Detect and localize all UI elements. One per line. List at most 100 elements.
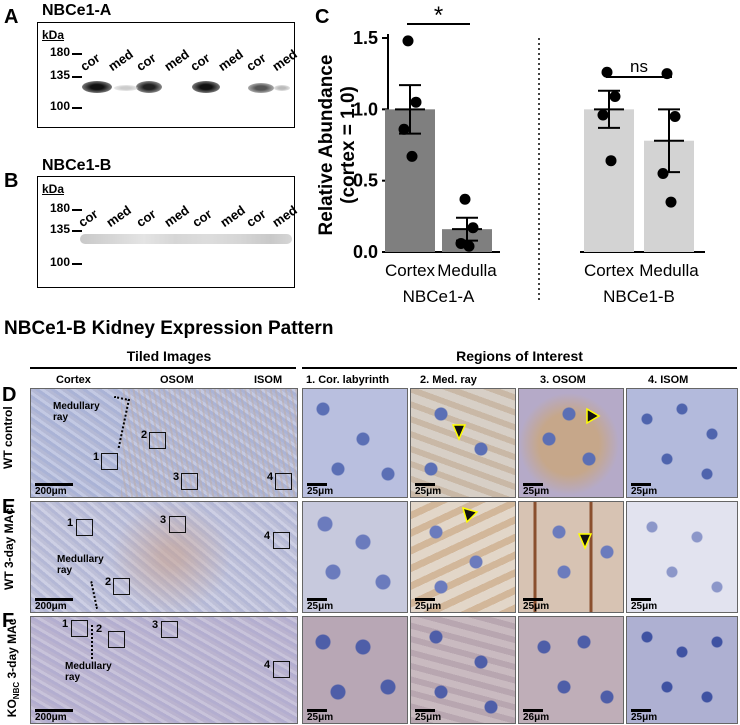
medullary-ray-label: Medullary ray	[53, 401, 100, 423]
subheader-roi-2: 2. Med. ray	[420, 374, 477, 386]
roi-number: 4	[264, 530, 271, 542]
roi-number: 4	[264, 659, 271, 671]
kda-label-b: kDa	[42, 182, 65, 196]
y-tick-label: 0.5	[353, 171, 378, 191]
scale-label: 200μm	[35, 486, 67, 497]
arrowhead-icon	[451, 424, 467, 441]
roi-image-f3: 26μm	[518, 616, 624, 724]
data-point	[597, 109, 609, 121]
lane-label: med	[105, 46, 136, 74]
kda-label-a: kDa	[42, 28, 65, 42]
data-point	[406, 150, 418, 162]
roi-number: 4	[267, 471, 274, 483]
arrowhead-icon	[577, 533, 593, 550]
marker-100-a: 100	[49, 99, 70, 113]
row-label-d: WT control	[1, 406, 15, 469]
scale-label: 25μm	[631, 601, 658, 612]
data-point	[657, 168, 669, 180]
y-tick-label: 1.5	[353, 28, 378, 48]
roi-image-e3: 25μm	[518, 501, 624, 613]
scale-label: 26μm	[523, 712, 550, 723]
data-point	[398, 123, 410, 135]
tile-image-f: 1 2 3 4 Medullary ray 200μm	[30, 616, 298, 724]
scale-label: 25μm	[415, 486, 442, 497]
significance-label: ns	[630, 57, 648, 76]
data-point	[410, 96, 422, 108]
subheader-isom: ISOM	[254, 374, 283, 386]
y-tick-label: 1.0	[353, 99, 378, 119]
x-tick-label: Cortex	[584, 261, 635, 280]
scale-label: 25μm	[631, 486, 658, 497]
roi-number: 2	[105, 576, 112, 588]
roi-image-f1: 25μm	[302, 616, 408, 724]
marker-135-a: 135	[49, 68, 70, 82]
roi-box	[149, 432, 166, 449]
scale-label: 25μm	[307, 601, 334, 612]
data-point	[467, 222, 479, 234]
roi-box	[113, 578, 130, 595]
bar	[584, 109, 634, 252]
marker-180-b: 180	[49, 201, 70, 215]
row-letter-f: F	[2, 610, 15, 632]
roi-box	[169, 516, 186, 533]
roi-image-e4: 25μm	[626, 501, 738, 613]
panel-b-title: NBCe1-B	[42, 157, 112, 174]
blot-band	[136, 81, 162, 93]
x-tick-label: Cortex	[385, 261, 436, 280]
lane-label: cor	[243, 206, 269, 230]
roi-box	[161, 621, 178, 638]
tile-image-e: 1 3 4 Medullary ray 2 200μm	[30, 501, 298, 613]
scale-label: 25μm	[523, 601, 550, 612]
row-label-e: WT 3-day MAc	[2, 507, 16, 590]
data-point	[609, 90, 621, 102]
blot-band	[114, 85, 138, 91]
data-point	[459, 193, 471, 205]
row-letter-e: E	[2, 496, 16, 518]
tile-image-d: Medullary ray 2 1 3 4 200μm	[30, 388, 298, 498]
roi-image-d1: 25μm	[302, 388, 408, 498]
roi-image-d3: 25μm	[518, 388, 624, 498]
header-regions-of-interest: Regions of Interest	[456, 348, 583, 364]
subheader-roi-4: 4. ISOM	[648, 374, 689, 386]
roi-image-e2: 25μm	[410, 501, 516, 613]
blot-a: kDa 180 135 100 cor med cor med cor med …	[37, 22, 300, 128]
arrowhead-icon	[586, 407, 601, 425]
lane-label: med	[215, 46, 246, 74]
blot-band	[82, 81, 112, 93]
scale-label: 25μm	[307, 712, 334, 723]
roi-box	[76, 519, 93, 536]
y-axis-label: (cortex = 1.0)	[338, 86, 359, 204]
roi-number: 3	[160, 514, 167, 526]
marker-135-b: 135	[49, 222, 70, 236]
roi-image-f2: 25μm	[410, 616, 516, 724]
roi-box	[71, 620, 88, 637]
roi-box	[275, 473, 292, 490]
roi-image-e1: 25μm	[302, 501, 408, 613]
data-point	[665, 196, 677, 208]
lane-label: cor	[189, 206, 215, 230]
blot-band	[80, 234, 292, 244]
data-point	[669, 110, 681, 122]
scale-label: 200μm	[35, 601, 67, 612]
roi-box	[101, 453, 118, 470]
y-tick-label: 0.0	[353, 242, 378, 262]
lane-label: cor	[243, 50, 269, 74]
data-point	[463, 240, 475, 252]
relative-abundance-chart: 0.0 0.5 1.0 1.5 Relative Abundance (cortex = …	[316, 2, 705, 306]
lane-label: med	[103, 202, 134, 230]
scale-label: 25μm	[415, 601, 442, 612]
lane-label: med	[269, 202, 300, 230]
roi-number: 3	[173, 471, 180, 483]
roi-number: 1	[62, 618, 69, 630]
scale-label: 25μm	[631, 712, 658, 723]
subheader-osom: OSOM	[160, 374, 194, 386]
roi-number: 1	[67, 517, 74, 529]
roi-number: 2	[141, 429, 148, 441]
row-label-f: KONBC 3-day MAc	[2, 618, 24, 720]
section-title: NBCe1-B Kidney Expression Pattern	[4, 318, 334, 339]
scale-label: 25μm	[523, 486, 550, 497]
row-label-f-rest: 3-day MAc	[4, 618, 19, 679]
row-label-f-ko: KO	[4, 699, 19, 718]
x-tick-label: Medulla	[437, 261, 497, 280]
marker-100-b: 100	[49, 255, 70, 269]
